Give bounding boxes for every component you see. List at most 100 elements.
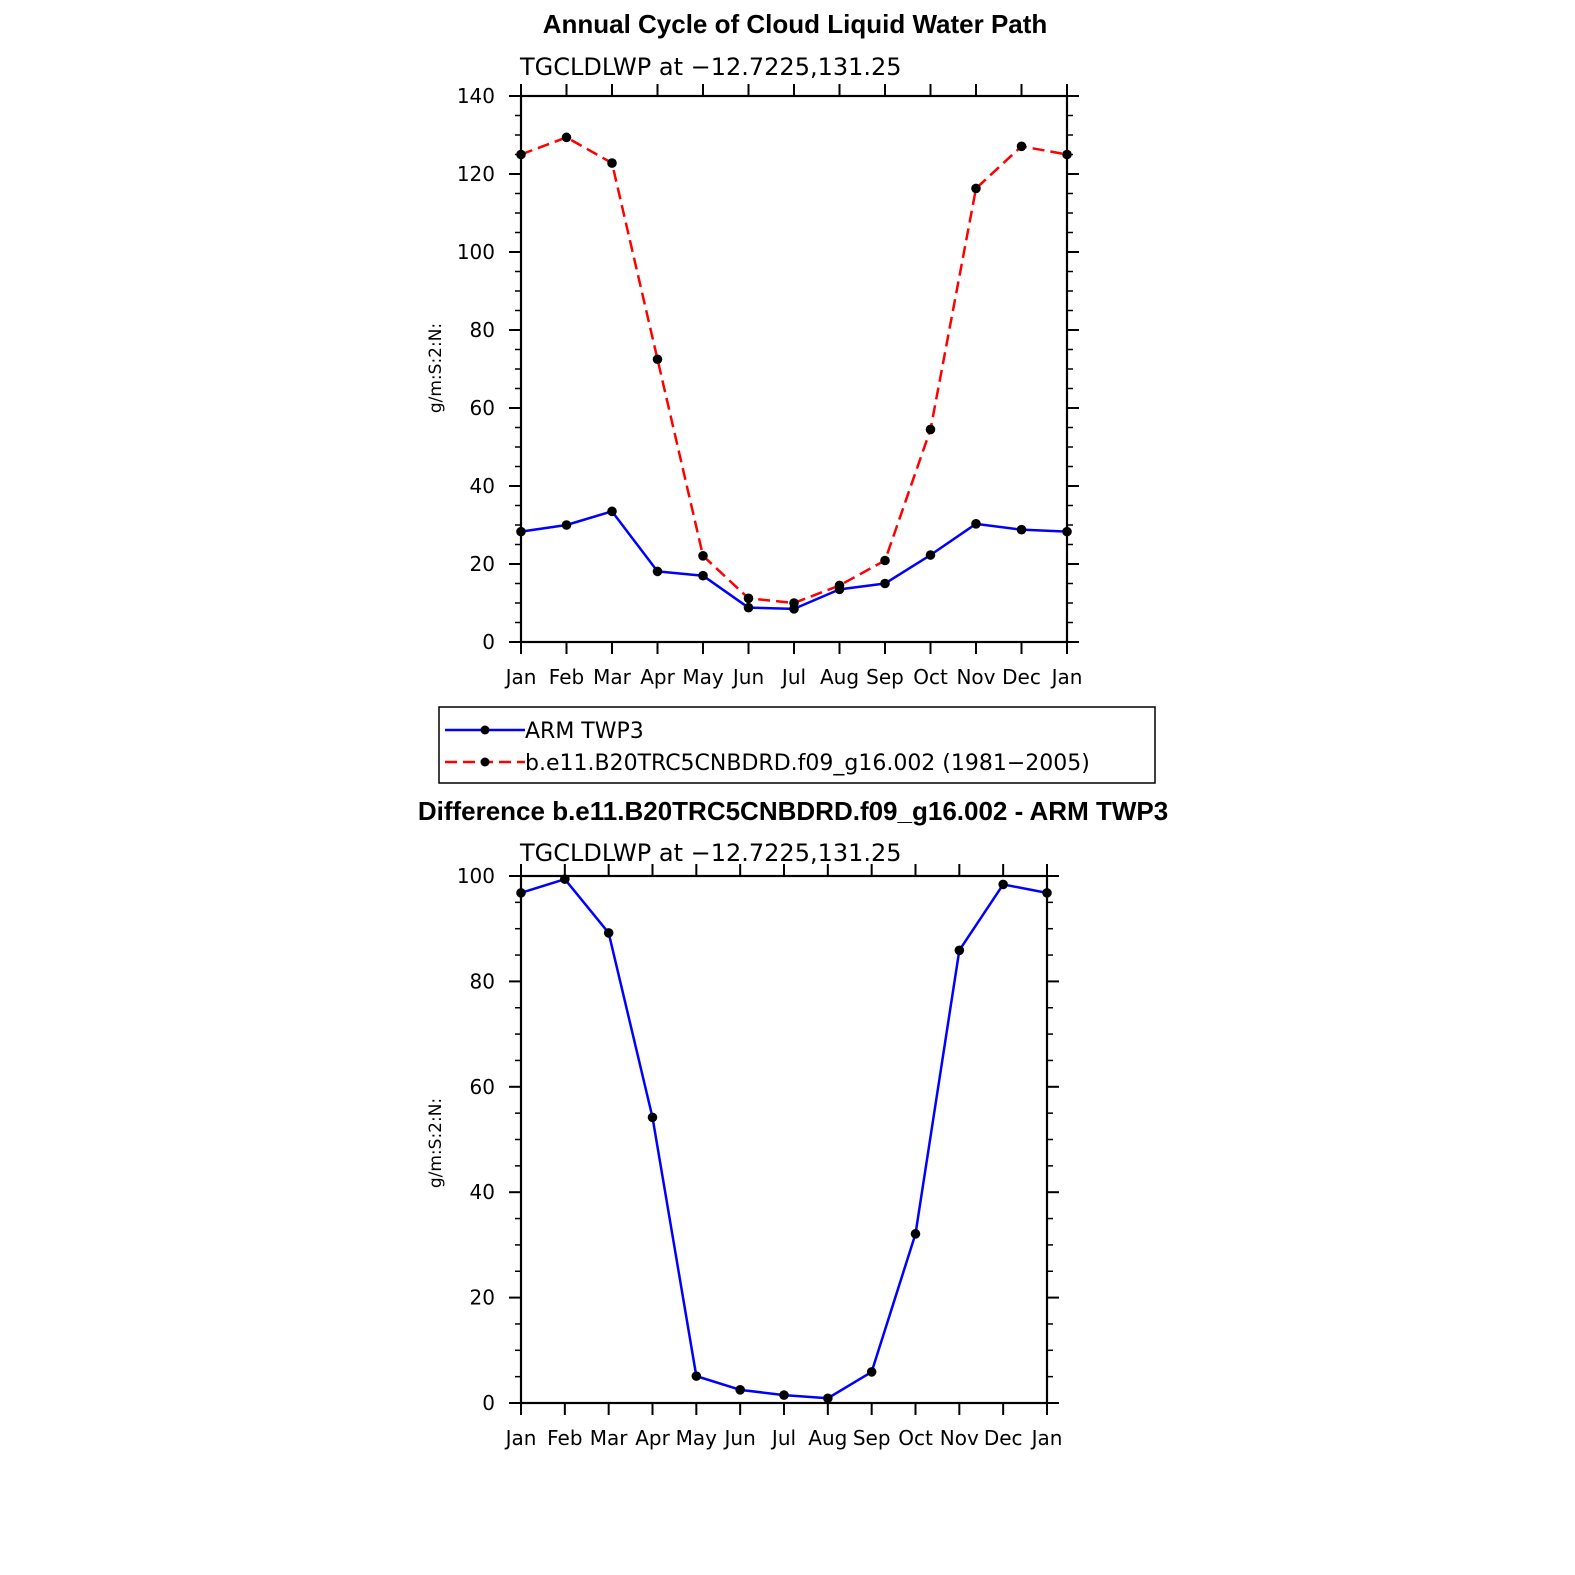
y-tick-label: 20 [470, 552, 495, 576]
data-point [652, 566, 663, 577]
data-point [925, 550, 936, 560]
y-tick-label: 80 [470, 969, 495, 993]
legend-entry-arm: ARM TWP3 [445, 719, 644, 744]
data-point [971, 183, 981, 194]
data-point [607, 158, 617, 168]
y-tick-label: 40 [470, 474, 495, 498]
x-tick-label: Sep [866, 665, 904, 689]
data-point [607, 506, 617, 517]
data-point [880, 578, 890, 589]
y-tick-label: 0 [482, 630, 495, 654]
data-point [1062, 526, 1072, 537]
data-point [735, 1385, 745, 1395]
x-tick-label: Dec [984, 1426, 1023, 1450]
y-tick-label: 40 [470, 1180, 495, 1204]
data-point [603, 928, 614, 938]
annual-cycle-chart: Annual Cycle of Cloud Liquid Water Path … [426, 9, 1082, 689]
x-tick-label: Jul [770, 1426, 796, 1450]
x-tick-label: Feb [547, 1426, 582, 1450]
plot-marks [516, 874, 1052, 1404]
x-tick-label: Dec [1002, 665, 1041, 689]
x-tick-label: Apr [640, 665, 675, 689]
x-tick-label: May [682, 665, 724, 689]
x-tick-label: Sep [853, 1426, 891, 1450]
y-tick-label: 60 [470, 1075, 495, 1099]
data-point [516, 149, 526, 160]
x-tick-label: Feb [549, 665, 584, 689]
x-tick-label: Apr [635, 1426, 670, 1450]
chart-title: Difference b.e11.B20TRC5CNBDRD.f09_g16.0… [418, 796, 1168, 826]
y-axis-label: g/m:S:2:N: [426, 323, 446, 413]
y-axis-label: g/m:S:2:N: [426, 1098, 446, 1188]
data-point [698, 570, 708, 581]
legend-entry-model: b.e11.B20TRC5CNBDRD.f09_g16.002 (1981−20… [445, 751, 1090, 776]
x-tick-label: Jan [1050, 665, 1083, 689]
data-point [743, 602, 754, 613]
plot-frame [519, 874, 1049, 1405]
series-line-1 [520, 136, 1068, 605]
difference-chart: Difference b.e11.B20TRC5CNBDRD.f09_g16.0… [418, 796, 1168, 1450]
x-tick-label: Mar [590, 1426, 629, 1450]
x-tick-label: Jan [1030, 1426, 1063, 1450]
data-point [880, 555, 890, 566]
plot-axes: Jan Feb Mar Apr May Jun Jul Aug Sep Oct Nov Dec Jan 0… [457, 864, 1063, 1450]
data-point [823, 1393, 833, 1404]
data-point [647, 1112, 658, 1123]
data-point [1062, 149, 1072, 160]
data-point [910, 1229, 921, 1239]
y-tick-label: 0 [482, 1391, 495, 1415]
data-point [1016, 524, 1027, 535]
legend: ARM TWP3 b.e11.B20TRC5CNBDRD.f09_g16.002… [438, 706, 1156, 784]
x-tick-label: Aug [808, 1426, 847, 1450]
legend-marker-model [480, 757, 490, 767]
legend-label-model: b.e11.B20TRC5CNBDRD.f09_g16.002 (1981−20… [525, 751, 1090, 776]
series-line-0 [520, 877, 1048, 1400]
x-tick-label: Mar [593, 665, 632, 689]
plot-marks [516, 132, 1072, 614]
x-tick-label: Jun [723, 1426, 756, 1450]
data-point [789, 598, 799, 608]
x-tick-label: Jul [780, 665, 806, 689]
x-tick-label: May [676, 1426, 718, 1450]
data-point [1016, 141, 1027, 152]
data-point [743, 593, 754, 604]
legend-label-arm: ARM TWP3 [525, 719, 644, 744]
series-line-0 [520, 510, 1068, 611]
x-tick-label: Jan [504, 665, 537, 689]
x-tick-label: Oct [898, 1426, 933, 1450]
chart-subtitle: TGCLDLWP at −12.7225,131.25 [519, 839, 902, 867]
x-tick-label: Jan [504, 1426, 537, 1450]
data-point [652, 354, 663, 365]
chart-title: Annual Cycle of Cloud Liquid Water Path [543, 9, 1048, 39]
x-tick-label: Oct [913, 665, 948, 689]
data-point [561, 132, 572, 143]
data-point [691, 1371, 702, 1381]
legend-box [438, 706, 1156, 784]
data-point [516, 888, 526, 898]
data-point [516, 526, 526, 537]
data-point [1042, 888, 1052, 898]
data-point [866, 1367, 877, 1377]
data-point [971, 519, 981, 529]
data-point [698, 551, 708, 561]
y-tick-label: 80 [470, 318, 495, 342]
data-point [925, 424, 936, 435]
y-tick-label: 100 [457, 240, 495, 264]
y-tick-label: 120 [457, 162, 495, 186]
x-tick-label: Jun [731, 665, 764, 689]
x-tick-label: Nov [956, 665, 995, 689]
data-point [834, 580, 845, 591]
data-point [954, 945, 965, 956]
y-tick-label: 20 [470, 1286, 495, 1310]
data-point [561, 520, 572, 530]
y-tick-label: 100 [457, 864, 495, 888]
data-point [779, 1390, 789, 1400]
chart-subtitle: TGCLDLWP at −12.7225,131.25 [519, 53, 902, 81]
legend-marker-arm [480, 725, 490, 735]
x-tick-label: Nov [940, 1426, 979, 1450]
data-point [560, 874, 570, 884]
plot-axes: Jan Feb Mar Apr May Jun Jul Aug Sep Oct Nov Dec Jan0… [457, 84, 1083, 689]
y-tick-label: 60 [470, 396, 495, 420]
data-point [998, 879, 1008, 890]
